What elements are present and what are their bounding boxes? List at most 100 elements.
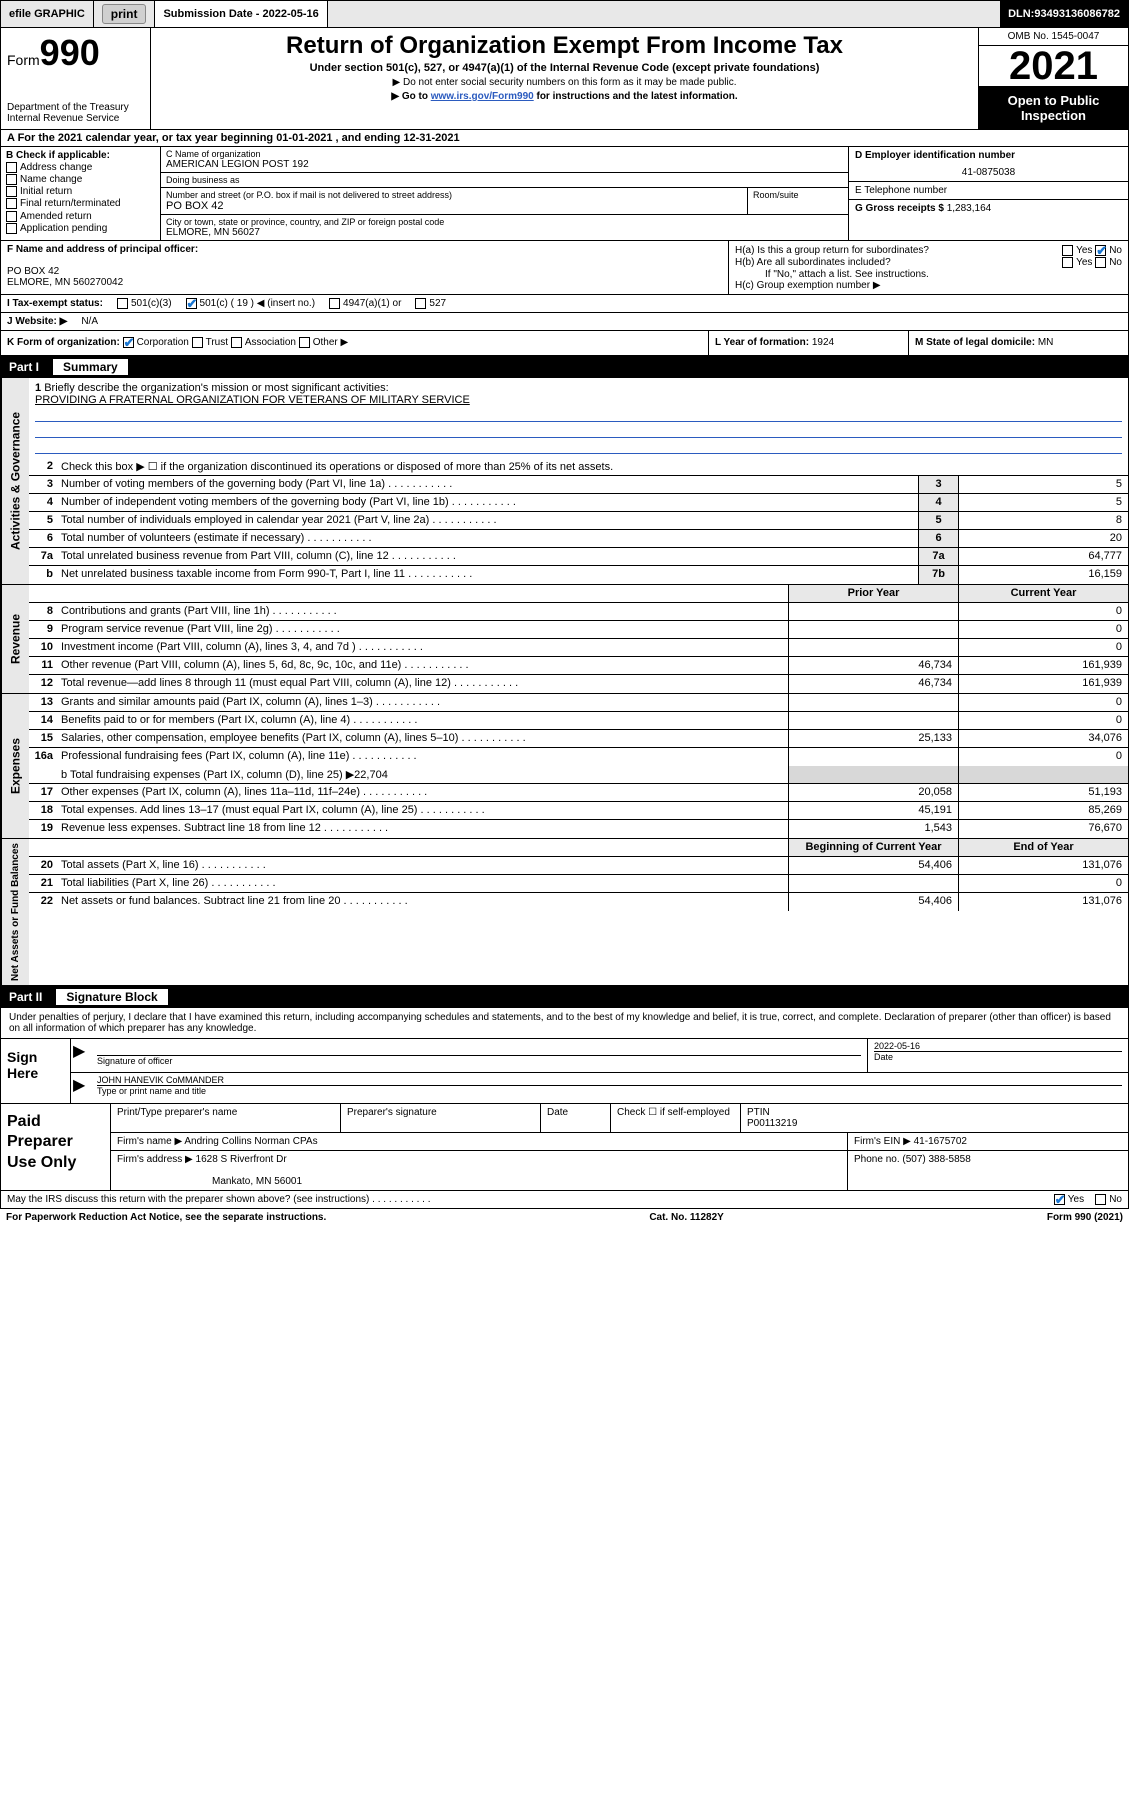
officer-addr2: ELMORE, MN 560270042 bbox=[7, 277, 123, 288]
cb-4947[interactable] bbox=[329, 298, 340, 309]
ha-label: H(a) Is this a group return for subordin… bbox=[735, 245, 929, 256]
row-desc: Net assets or fund balances. Subtract li… bbox=[57, 893, 788, 911]
cb-other[interactable] bbox=[299, 337, 310, 348]
print-button[interactable]: print bbox=[102, 4, 147, 24]
ptin-value: P00113219 bbox=[747, 1118, 797, 1129]
cb-corporation[interactable] bbox=[123, 337, 134, 348]
city-label: City or town, state or province, country… bbox=[166, 217, 843, 227]
discuss-text: May the IRS discuss this return with the… bbox=[7, 1194, 431, 1205]
tax-year: 2021 bbox=[979, 46, 1128, 87]
501c-number: 19 bbox=[237, 298, 248, 309]
col-current-year: Current Year bbox=[958, 585, 1128, 602]
sig-date-value: 2022-05-16 bbox=[874, 1041, 1122, 1051]
row-desc: Other expenses (Part IX, column (A), lin… bbox=[57, 784, 788, 801]
discuss-yes-cb[interactable] bbox=[1054, 1194, 1065, 1205]
top-bar: efile GRAPHIC print Submission Date - 20… bbox=[0, 0, 1129, 28]
arrow-icon: ▶ bbox=[71, 1039, 91, 1072]
summary-row: 21Total liabilities (Part X, line 26)0 bbox=[29, 875, 1128, 893]
summary-row: 13Grants and similar amounts paid (Part … bbox=[29, 694, 1128, 712]
row-desc: Total expenses. Add lines 13–17 (must eq… bbox=[57, 802, 788, 819]
arrow-icon: ▶ bbox=[71, 1073, 91, 1103]
preparer-name-label: Print/Type preparer's name bbox=[111, 1104, 341, 1132]
sig-officer-label: Signature of officer bbox=[97, 1055, 861, 1066]
cb-association[interactable] bbox=[231, 337, 242, 348]
cb-amended-return[interactable]: Amended return bbox=[6, 211, 155, 222]
cb-501c[interactable] bbox=[186, 298, 197, 309]
cb-address-change[interactable]: Address change bbox=[6, 162, 155, 173]
website-value: N/A bbox=[81, 316, 98, 327]
open-to-public: Open to Public Inspection bbox=[979, 87, 1128, 129]
summary-row: 5Total number of individuals employed in… bbox=[29, 512, 1128, 530]
summary-row: 19Revenue less expenses. Subtract line 1… bbox=[29, 820, 1128, 838]
row-value: 8 bbox=[958, 512, 1128, 529]
summary-row: 3Number of voting members of the governi… bbox=[29, 476, 1128, 494]
row-current: 51,193 bbox=[958, 784, 1128, 801]
irs-link[interactable]: www.irs.gov/Form990 bbox=[431, 91, 534, 102]
line2-text: Check this box ▶ ☐ if the organization d… bbox=[57, 458, 1128, 475]
signature-block: Under penalties of perjury, I declare th… bbox=[0, 1008, 1129, 1104]
form-subtitle: Under section 501(c), 527, or 4947(a)(1)… bbox=[159, 62, 970, 74]
row-current: 161,939 bbox=[958, 657, 1128, 674]
ha-no-cb[interactable] bbox=[1095, 245, 1106, 256]
sign-here-label: Sign Here bbox=[1, 1039, 71, 1103]
cb-initial-return[interactable]: Initial return bbox=[6, 186, 155, 197]
col-prior-year: Prior Year bbox=[788, 585, 958, 602]
ha-yes-cb[interactable] bbox=[1062, 245, 1073, 256]
cb-trust[interactable] bbox=[192, 337, 203, 348]
col-h-group: H(a) Is this a group return for subordin… bbox=[728, 241, 1128, 294]
row-desc: Number of voting members of the governin… bbox=[57, 476, 918, 493]
row-value: 64,777 bbox=[958, 548, 1128, 565]
cb-application-pending[interactable]: Application pending bbox=[6, 223, 155, 234]
addr-value: PO BOX 42 bbox=[166, 200, 742, 212]
org-name-label: C Name of organization bbox=[166, 149, 843, 159]
irs-label: Internal Revenue Service bbox=[7, 113, 144, 124]
row-current: 0 bbox=[958, 694, 1128, 711]
ein-label: D Employer identification number bbox=[855, 150, 1015, 161]
header-middle: Return of Organization Exempt From Incom… bbox=[151, 28, 978, 129]
summary-row: bNet unrelated business taxable income f… bbox=[29, 566, 1128, 584]
row-desc: Net unrelated business taxable income fr… bbox=[57, 566, 918, 584]
city-value: ELMORE, MN 56027 bbox=[166, 227, 843, 238]
gross-receipts-label: G Gross receipts $ bbox=[855, 203, 947, 214]
row-prior: 46,734 bbox=[788, 657, 958, 674]
summary-row: 16aProfessional fundraising fees (Part I… bbox=[29, 748, 1128, 766]
row-current: 161,939 bbox=[958, 675, 1128, 693]
cb-501c3[interactable] bbox=[117, 298, 128, 309]
row-current: 0 bbox=[958, 712, 1128, 729]
cb-final-return[interactable]: Final return/terminated bbox=[6, 198, 155, 209]
col-b-checkboxes: B Check if applicable: Address change Na… bbox=[1, 147, 161, 240]
block-fh: F Name and address of principal officer:… bbox=[0, 241, 1129, 295]
sig-date-label: Date bbox=[874, 1051, 1122, 1062]
firm-name: Andring Collins Norman CPAs bbox=[184, 1136, 317, 1147]
part-1-header: Part I Summary bbox=[0, 356, 1129, 378]
preparer-sig-label: Preparer's signature bbox=[341, 1104, 541, 1132]
row-desc: Number of independent voting members of … bbox=[57, 494, 918, 511]
row-desc: Total assets (Part X, line 16) bbox=[57, 857, 788, 874]
dba-label: Doing business as bbox=[166, 175, 843, 185]
row-current: 131,076 bbox=[958, 857, 1128, 874]
hb-no-cb[interactable] bbox=[1095, 257, 1106, 268]
hb-yes-cb[interactable] bbox=[1062, 257, 1073, 268]
row-desc: Program service revenue (Part VIII, line… bbox=[57, 621, 788, 638]
mission-text: PROVIDING A FRATERNAL ORGANIZATION FOR V… bbox=[35, 394, 470, 406]
form-note-1: ▶ Do not enter social security numbers o… bbox=[159, 77, 970, 88]
discuss-no-cb[interactable] bbox=[1095, 1194, 1106, 1205]
part-2-title: Signature Block bbox=[56, 989, 167, 1005]
row-prior: 54,406 bbox=[788, 857, 958, 874]
row-value: 20 bbox=[958, 530, 1128, 547]
row-desc: Contributions and grants (Part VIII, lin… bbox=[57, 603, 788, 620]
discuss-row: May the IRS discuss this return with the… bbox=[0, 1191, 1129, 1209]
firm-ein: 41-1675702 bbox=[914, 1136, 967, 1147]
form-header: Form990 Department of the Treasury Inter… bbox=[0, 28, 1129, 130]
vlabel-expenses: Expenses bbox=[1, 694, 29, 838]
paid-preparer-label: Paid Preparer Use Only bbox=[1, 1104, 111, 1190]
cb-527[interactable] bbox=[415, 298, 426, 309]
row-current: 0 bbox=[958, 639, 1128, 656]
row-prior: 46,734 bbox=[788, 675, 958, 693]
row-j-website: J Website: ▶ N/A bbox=[0, 313, 1129, 331]
officer-name: JOHN HANEVIK CoMMANDER bbox=[97, 1075, 1122, 1085]
cb-name-change[interactable]: Name change bbox=[6, 174, 155, 185]
row-box: 4 bbox=[918, 494, 958, 511]
row-value: 16,159 bbox=[958, 566, 1128, 584]
row-prior bbox=[788, 621, 958, 638]
